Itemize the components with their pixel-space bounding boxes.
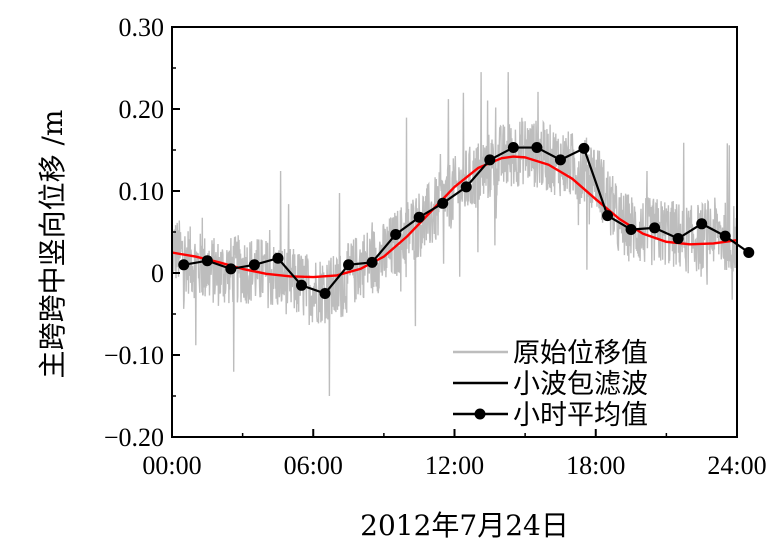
hourly-average-point (390, 228, 402, 240)
hourly-average-point (272, 252, 284, 264)
y-tick-label: 0.10 (119, 177, 165, 206)
series-raw-displacement (172, 72, 737, 397)
hourly-average-point (507, 142, 519, 154)
legend-label: 小时平均值 (513, 400, 648, 431)
x-tick-label: 00:00 (142, 451, 201, 480)
y-tick-label: −0.10 (104, 341, 164, 370)
hourly-average-point (602, 210, 614, 222)
hourly-average-point (319, 288, 331, 299)
hourly-average-point (649, 222, 661, 234)
hourly-average-point (578, 142, 590, 154)
y-tick-label: −0.20 (104, 423, 164, 452)
legend-label: 小波包滤波 (513, 369, 648, 400)
hourly-average-point (413, 211, 425, 223)
hourly-average-point (248, 259, 260, 271)
hourly-average-point (225, 263, 237, 275)
series-layer (171, 72, 755, 397)
y-axis-title: 主跨跨中竖向位移 /m (36, 110, 69, 379)
hourly-average-point (201, 255, 213, 267)
hourly-average-point (343, 259, 355, 271)
hourly-average-point (672, 233, 684, 245)
legend-marker (474, 408, 486, 420)
x-tick-label: 06:00 (284, 451, 343, 480)
x-axis-title: 2012年7月24日 (360, 509, 569, 542)
hourly-average-point (743, 247, 755, 258)
y-tick-label: 0 (151, 259, 164, 288)
hourly-average-point (460, 181, 472, 193)
hourly-average-point (531, 142, 543, 154)
hourly-average-point (437, 197, 449, 209)
x-tick-label: 12:00 (425, 451, 484, 480)
x-tick-label: 18:00 (566, 451, 625, 480)
hourly-average-point (484, 154, 496, 166)
hourly-average-point (625, 224, 637, 236)
x-tick-label: 24:00 (707, 451, 766, 480)
legend-label: 原始位移值 (513, 338, 648, 369)
y-tick-label: 0.30 (119, 13, 165, 42)
series-wavelet-filtered (171, 155, 738, 279)
hourly-average-point (295, 279, 307, 291)
hourly-average-point (178, 259, 190, 271)
hourly-average-point (719, 230, 731, 242)
ticks-layer: −0.20 −0.10 0 0.10 0.20 0.30 00:00 06:00 12:00 18… (104, 13, 767, 480)
y-tick-label: 0.20 (119, 95, 165, 124)
hourly-average-point (366, 256, 378, 268)
hourly-average-point (554, 154, 566, 166)
hourly-average-point (696, 218, 708, 230)
